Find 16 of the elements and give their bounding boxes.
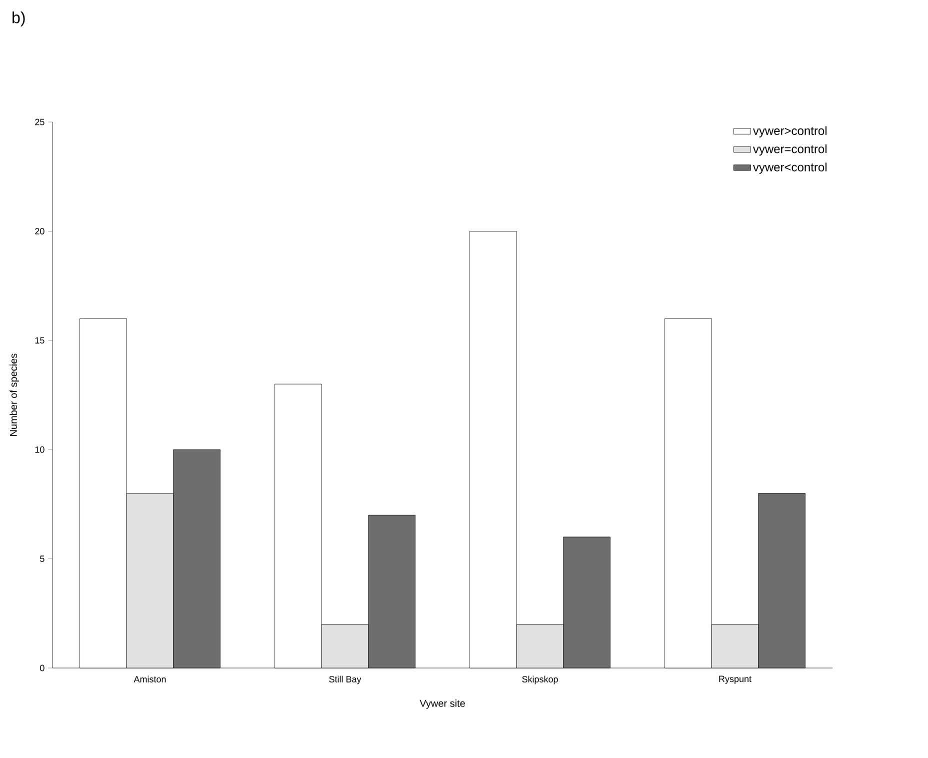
y-tick-label: 5 bbox=[40, 556, 44, 562]
y-tick-label: 0 bbox=[40, 664, 44, 672]
legend-label: vywer<control bbox=[752, 162, 826, 174]
x-tick-label: Skipskop bbox=[522, 676, 558, 684]
legend-label: vywer>control bbox=[752, 126, 826, 138]
y-tick-label: 15 bbox=[35, 337, 44, 344]
x-axis-title: Vywer site bbox=[420, 700, 465, 709]
y-tick-label: 25 bbox=[35, 118, 44, 126]
x-tick-label: Ryspunt bbox=[719, 676, 752, 684]
x-tick-label: Still Bay bbox=[329, 676, 362, 684]
y-axis-title: Number of species bbox=[10, 354, 19, 436]
x-tick-label: Amiston bbox=[134, 676, 166, 682]
y-tick-label: 20 bbox=[35, 228, 44, 234]
text: b) bbox=[12, 12, 25, 26]
legend-label: vywer=control bbox=[752, 144, 826, 156]
y-tick-label: 10 bbox=[35, 446, 44, 453]
